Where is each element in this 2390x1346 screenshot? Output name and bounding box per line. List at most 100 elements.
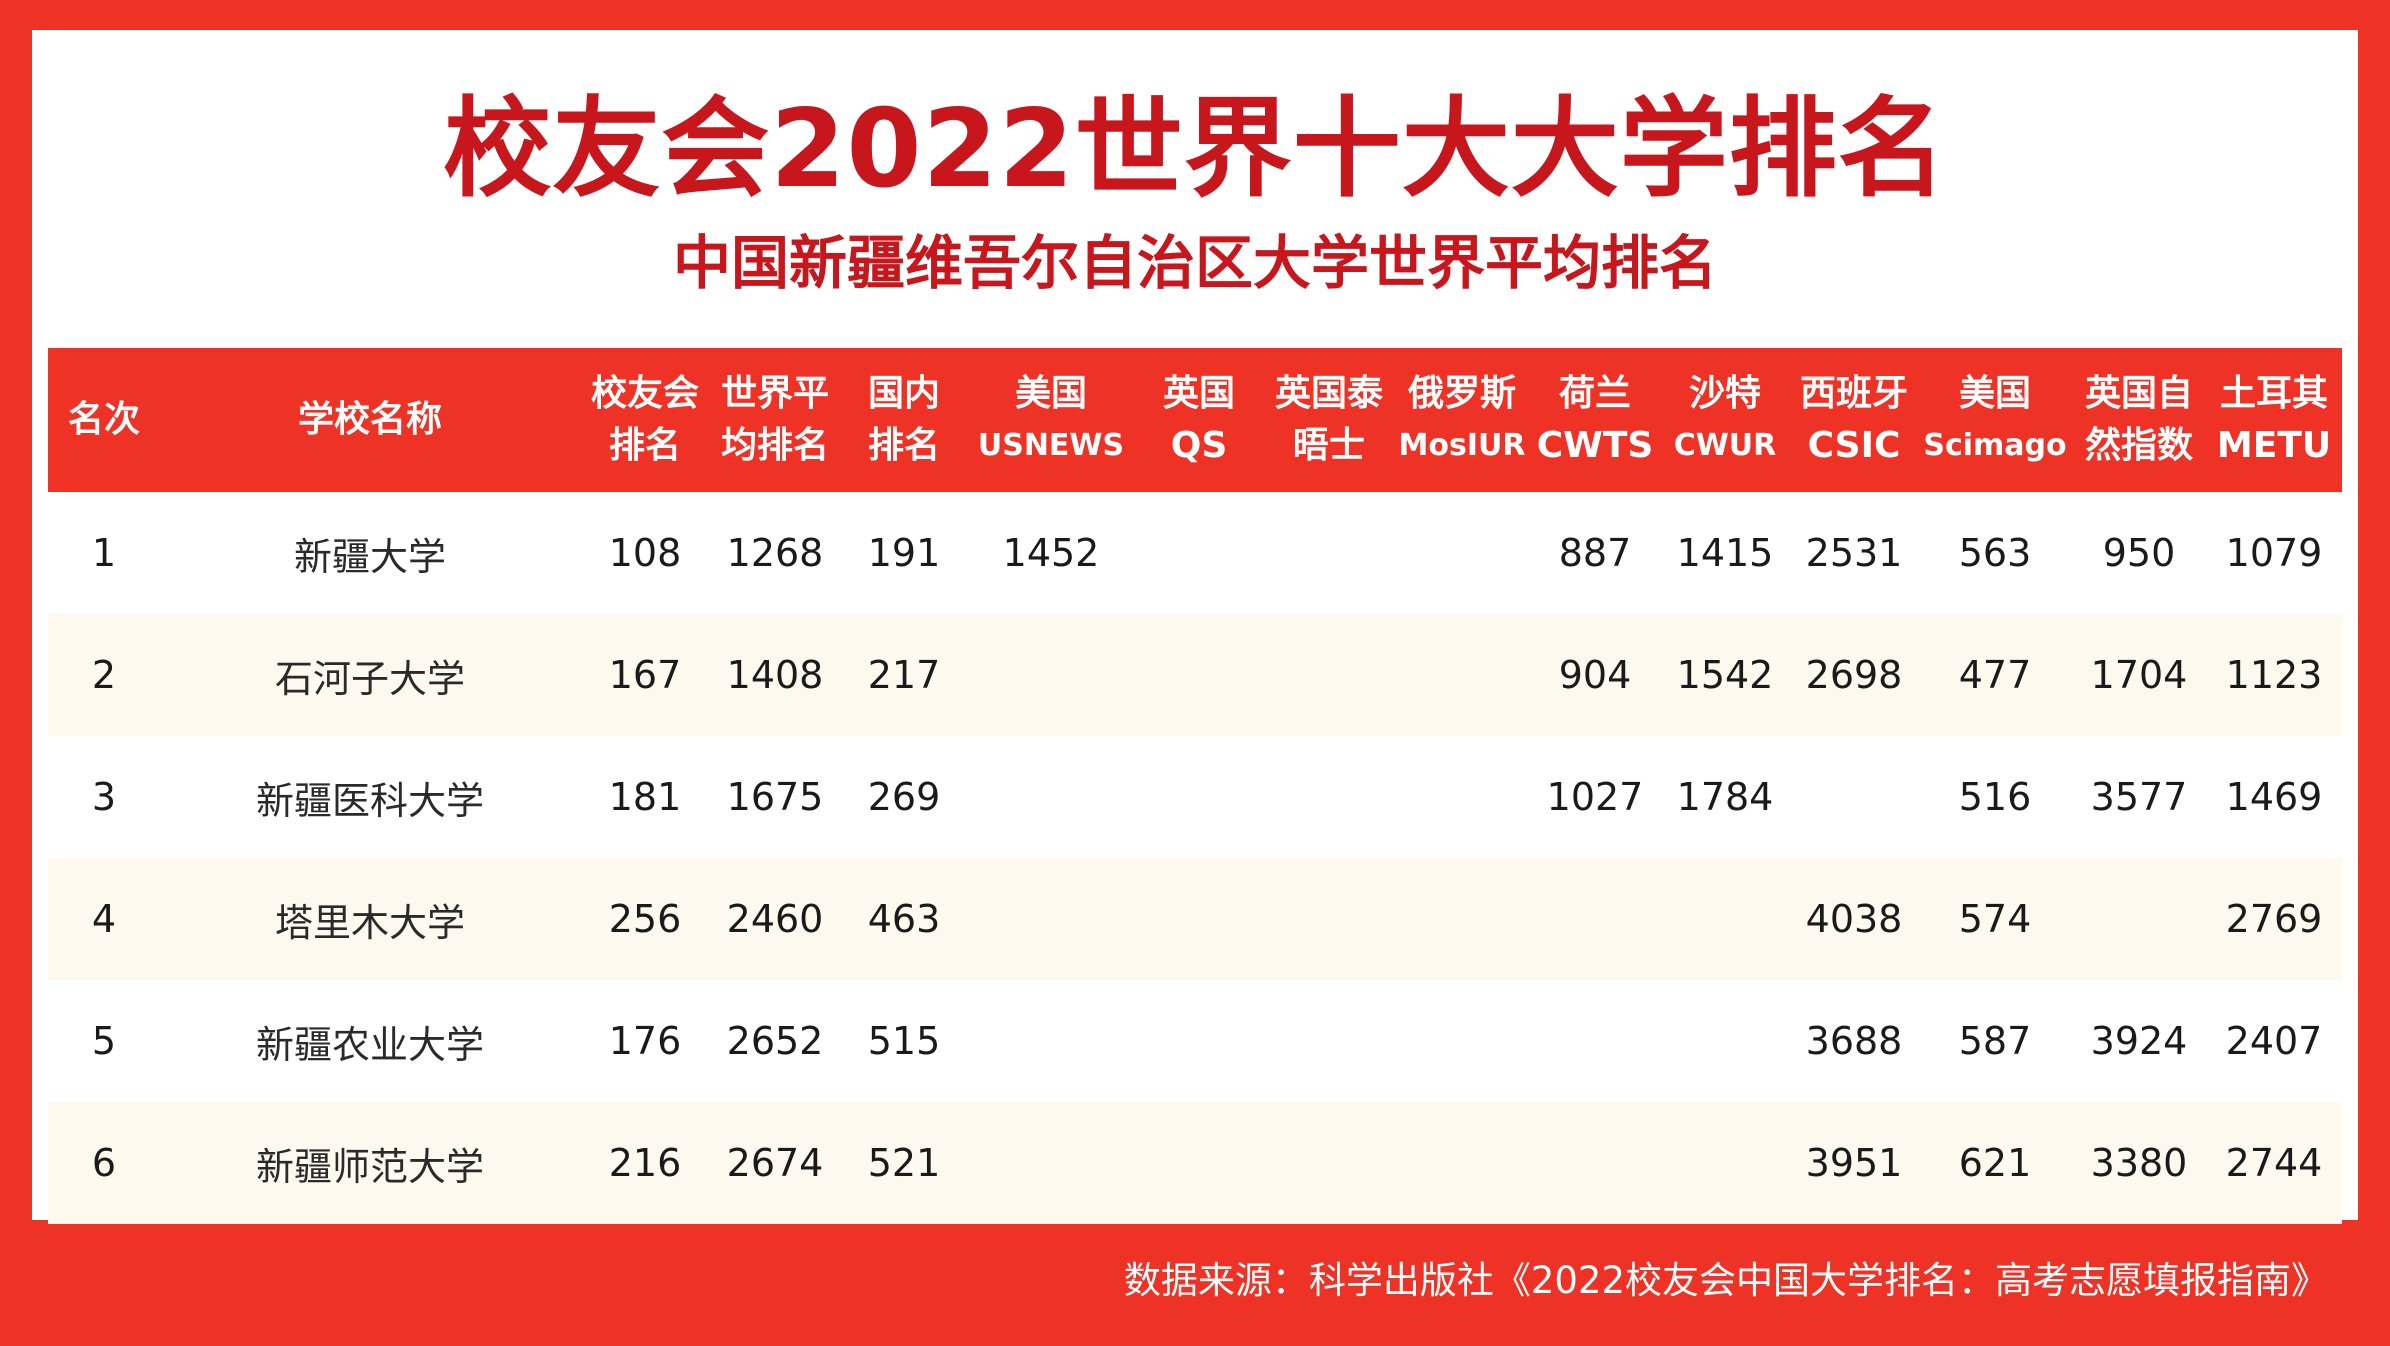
column-header-line1: 英国自	[2084, 373, 2193, 414]
cell-cwts: 887	[1558, 531, 1632, 575]
cell-nature: 3380	[2090, 1141, 2188, 1185]
column-header-line2: CSIC	[1807, 425, 1901, 466]
cell-usnews	[968, 1102, 1134, 1224]
column-header-the: 英国泰 晤士	[1264, 348, 1394, 492]
cell-qs	[1134, 858, 1264, 980]
cell-scimago: 563	[1958, 531, 2032, 575]
cell-usnews	[968, 858, 1134, 980]
column-header-qs: 英国 QS	[1134, 348, 1264, 492]
table-row: 4 塔里木大学 256 2460 463 4038 574 2769	[48, 858, 2342, 980]
column-header-domestic: 国内 排名	[840, 348, 968, 492]
column-header-line1: 校友会	[590, 373, 699, 414]
table-row: 5 新疆农业大学 176 2652 515 3688 587 3924 2407	[48, 980, 2342, 1102]
column-header-line2: 然指数	[2084, 425, 2193, 466]
column-header-line2: 晤士	[1292, 425, 1365, 466]
cell-world_avg: 2460	[726, 897, 824, 941]
cell-usnews: 1452	[1002, 531, 1100, 575]
cell-csic: 2698	[1805, 653, 1903, 697]
cell-the	[1264, 980, 1394, 1102]
column-header-line2: 均排名	[720, 425, 829, 466]
column-header-line1: 土耳其	[2219, 373, 2328, 414]
cell-domestic: 269	[867, 775, 941, 819]
column-header-line1: 荷兰	[1558, 373, 1631, 414]
cell-cwur	[1660, 858, 1790, 980]
cell-scimago: 477	[1958, 653, 2032, 697]
page-subtitle: 中国新疆维吾尔自治区大学世界平均排名	[672, 229, 1717, 297]
cell-cwts	[1530, 858, 1660, 980]
cell-school: 新疆大学	[293, 534, 446, 579]
cell-school: 新疆农业大学	[255, 1022, 484, 1067]
cell-world_avg: 1268	[726, 531, 824, 575]
cell-mosiur	[1394, 614, 1530, 736]
cell-metu: 1469	[2225, 775, 2323, 819]
cell-csic	[1790, 736, 1918, 858]
cell-nature: 950	[2102, 531, 2176, 575]
cell-cwts	[1530, 1102, 1660, 1224]
cell-metu: 2407	[2225, 1019, 2323, 1063]
column-header-scimago: 美国 Scimago	[1918, 348, 2072, 492]
cell-cwur: 1784	[1676, 775, 1774, 819]
table-row: 1 新疆大学 108 1268 191 1452 887 1415 2531 563 950 1079	[48, 492, 2342, 614]
cell-cwur	[1660, 980, 1790, 1102]
column-header-nature: 英国自 然指数	[2072, 348, 2206, 492]
cell-xyh: 176	[608, 1019, 682, 1063]
column-header-line1: 世界平	[720, 373, 829, 414]
cell-school: 塔里木大学	[274, 900, 465, 945]
cell-cwts: 904	[1558, 653, 1632, 697]
column-header-line2: METU	[2216, 425, 2332, 466]
cell-the	[1264, 614, 1394, 736]
column-header-line2: CWTS	[1536, 425, 1654, 466]
cell-cwts: 1027	[1546, 775, 1644, 819]
column-header-line1: 英国泰	[1274, 373, 1383, 414]
column-header-line1: 西班牙	[1799, 373, 1908, 414]
cell-mosiur	[1394, 858, 1530, 980]
page-title: 校友会2022世界十大大学排名	[443, 87, 1947, 212]
cell-world_avg: 1408	[726, 653, 824, 697]
cell-mosiur	[1394, 736, 1530, 858]
cell-school: 新疆师范大学	[255, 1144, 484, 1189]
cell-qs	[1134, 1102, 1264, 1224]
column-header-line2: CWUR	[1673, 428, 1777, 463]
cell-rank: 5	[91, 1019, 117, 1063]
column-header-line1: 美国	[1014, 373, 1087, 414]
cell-the	[1264, 858, 1394, 980]
cell-scimago: 621	[1958, 1141, 2032, 1185]
cell-metu: 2744	[2225, 1141, 2323, 1185]
column-header-xyh: 校友会 排名	[580, 348, 710, 492]
column-header-world_avg: 世界平 均排名	[710, 348, 840, 492]
cell-metu: 2769	[2225, 897, 2323, 941]
cell-cwur	[1660, 1102, 1790, 1224]
cell-domestic: 463	[867, 897, 941, 941]
column-header-line2: 排名	[867, 425, 940, 466]
column-header-line1: 英国	[1162, 373, 1235, 414]
cell-cwur: 1542	[1676, 653, 1774, 697]
cell-world_avg: 2652	[726, 1019, 824, 1063]
column-header-line2: 排名	[608, 425, 681, 466]
cell-rank: 4	[91, 897, 117, 941]
column-header-usnews: 美国 USNEWS	[968, 348, 1134, 492]
cell-mosiur	[1394, 1102, 1530, 1224]
cell-xyh: 181	[608, 775, 682, 819]
column-header-line1: 学校名称	[297, 399, 442, 440]
cell-csic: 3951	[1805, 1141, 1903, 1185]
column-header-line2: Scimago	[1923, 428, 2067, 463]
cell-rank: 6	[91, 1141, 117, 1185]
cell-xyh: 167	[608, 653, 682, 697]
cell-nature: 3924	[2090, 1019, 2188, 1063]
cell-nature: 1704	[2090, 653, 2188, 697]
cell-qs	[1134, 492, 1264, 614]
cell-world_avg: 1675	[726, 775, 824, 819]
ranking-table: 名次 学校名称 校友会 排名 世界平 均排名 国内 排名 美国 USNEWS 英国 QS 英国泰 晤士 俄罗…	[48, 348, 2342, 1224]
column-header-line1: 国内	[867, 373, 940, 414]
column-header-school: 学校名称	[160, 348, 580, 492]
cell-school: 石河子大学	[274, 656, 465, 701]
cell-world_avg: 2674	[726, 1141, 824, 1185]
cell-xyh: 256	[608, 897, 682, 941]
cell-usnews	[968, 736, 1134, 858]
column-header-cwts: 荷兰 CWTS	[1530, 348, 1660, 492]
column-header-line1: 美国	[1958, 373, 2031, 414]
cell-rank: 1	[91, 531, 117, 575]
cell-qs	[1134, 614, 1264, 736]
cell-nature	[2072, 858, 2206, 980]
table-row: 6 新疆师范大学 216 2674 521 3951 621 3380 2744	[48, 1102, 2342, 1224]
